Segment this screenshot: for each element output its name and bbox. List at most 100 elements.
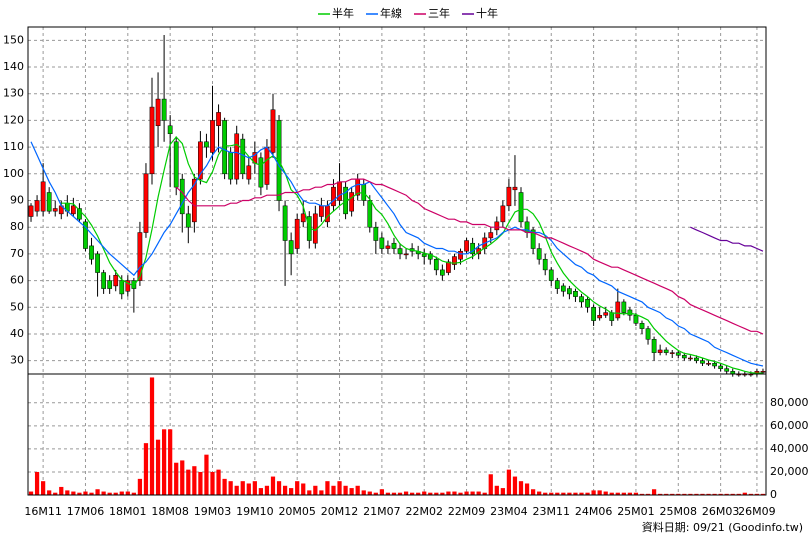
candle-body bbox=[204, 141, 209, 148]
candle-body bbox=[760, 371, 766, 373]
plot-frame bbox=[27, 26, 767, 496]
candle-body bbox=[694, 357, 699, 361]
volume-bar bbox=[543, 492, 548, 495]
x-tick-label: 22M02 bbox=[405, 505, 443, 518]
x-tick-label: 19M10 bbox=[236, 505, 274, 518]
volume-bar bbox=[331, 485, 336, 495]
candle-body bbox=[137, 232, 143, 281]
y-tick-label: 90 bbox=[10, 194, 24, 207]
candle-body bbox=[560, 285, 566, 292]
volume-bar bbox=[639, 493, 645, 495]
volume-bar bbox=[494, 485, 499, 495]
candle-body bbox=[28, 205, 34, 217]
candle-body bbox=[530, 229, 536, 249]
x-tick-label: 22M09 bbox=[448, 505, 486, 518]
volume-bar bbox=[246, 483, 251, 495]
candle-body bbox=[397, 248, 403, 255]
volume-bar bbox=[567, 492, 572, 495]
candle-body bbox=[119, 280, 125, 295]
volume-bar bbox=[373, 492, 378, 495]
x-tick-label: 23M04 bbox=[490, 505, 528, 518]
volume-bar bbox=[651, 489, 657, 495]
volume-bar bbox=[282, 485, 288, 495]
volume-bar bbox=[561, 492, 566, 495]
candle-body bbox=[446, 261, 451, 273]
candle-body bbox=[155, 98, 161, 127]
volume-bar bbox=[452, 491, 457, 495]
candle-body bbox=[718, 365, 723, 369]
volume-bar bbox=[125, 491, 130, 495]
volume-bar bbox=[59, 486, 64, 495]
candle-body bbox=[331, 186, 336, 207]
volume-bar bbox=[694, 493, 699, 495]
volume-bar bbox=[518, 481, 524, 495]
candle-body bbox=[440, 269, 445, 276]
candle-body bbox=[77, 208, 82, 220]
x-tick-label: 24M06 bbox=[575, 505, 613, 518]
legend: 半年 年線 三年 十年 bbox=[318, 6, 498, 20]
legend-label: 三年 bbox=[428, 6, 450, 20]
candle-body bbox=[379, 237, 385, 249]
candle-body bbox=[724, 368, 730, 372]
volume-bar bbox=[682, 493, 687, 495]
candle-body bbox=[585, 299, 590, 308]
volume-bar bbox=[71, 491, 76, 495]
volume-bar bbox=[89, 492, 94, 495]
candle-body bbox=[373, 226, 379, 241]
candle-body bbox=[433, 258, 439, 271]
volume-bar bbox=[676, 493, 681, 495]
volume-bar bbox=[319, 490, 324, 495]
candle-body bbox=[125, 280, 131, 292]
volume-bar bbox=[307, 490, 312, 495]
candle-body bbox=[240, 138, 246, 175]
x-tick-label: 17M06 bbox=[67, 505, 105, 518]
candle-body bbox=[542, 258, 548, 271]
candle-body bbox=[452, 256, 457, 265]
candle-body bbox=[458, 250, 463, 260]
candle-body bbox=[167, 125, 173, 135]
candle-body bbox=[663, 349, 669, 353]
candle-body bbox=[264, 146, 270, 185]
volume-bar bbox=[530, 489, 536, 495]
volume-bar bbox=[186, 469, 191, 495]
y-tick-label: 100 bbox=[3, 167, 24, 180]
volume-bar bbox=[488, 474, 493, 495]
volume-bar bbox=[252, 481, 257, 495]
volume-bar bbox=[379, 489, 384, 495]
x-tick-label: 21M07 bbox=[363, 505, 401, 518]
candle-body bbox=[113, 274, 119, 287]
volume-bar bbox=[228, 481, 233, 495]
x-tick-label: 18M08 bbox=[151, 505, 189, 518]
volume-bar bbox=[434, 492, 439, 495]
volume-bar bbox=[403, 491, 409, 495]
volume-bar bbox=[512, 476, 518, 495]
volume-bar bbox=[391, 492, 397, 495]
candle-body bbox=[579, 296, 584, 303]
volume-bar bbox=[337, 481, 342, 495]
candle-body bbox=[222, 120, 227, 175]
volume-bar bbox=[748, 493, 753, 495]
candle-body bbox=[621, 301, 627, 313]
volume-bar bbox=[537, 491, 542, 495]
volume-bar bbox=[210, 471, 215, 495]
volume-bar bbox=[385, 492, 391, 495]
volume-bar bbox=[264, 485, 270, 495]
candle-body bbox=[675, 352, 681, 356]
volume-bar bbox=[482, 492, 487, 495]
volume-bar bbox=[174, 462, 179, 495]
volume-bar bbox=[724, 493, 729, 495]
candle-body bbox=[488, 232, 494, 239]
volume-bar bbox=[476, 491, 481, 495]
candle-body bbox=[633, 315, 639, 324]
volume-bar bbox=[500, 488, 505, 495]
candle-body bbox=[567, 288, 572, 295]
ma-line bbox=[690, 226, 764, 252]
volume-bar bbox=[712, 493, 717, 495]
y-tick-label: 140 bbox=[3, 60, 24, 73]
candle-body bbox=[367, 200, 373, 228]
volume-bar bbox=[270, 476, 276, 495]
volume-bar bbox=[313, 485, 318, 495]
x-tick-label: 26M09 bbox=[738, 505, 776, 518]
y-tick-label: 30 bbox=[10, 354, 24, 367]
